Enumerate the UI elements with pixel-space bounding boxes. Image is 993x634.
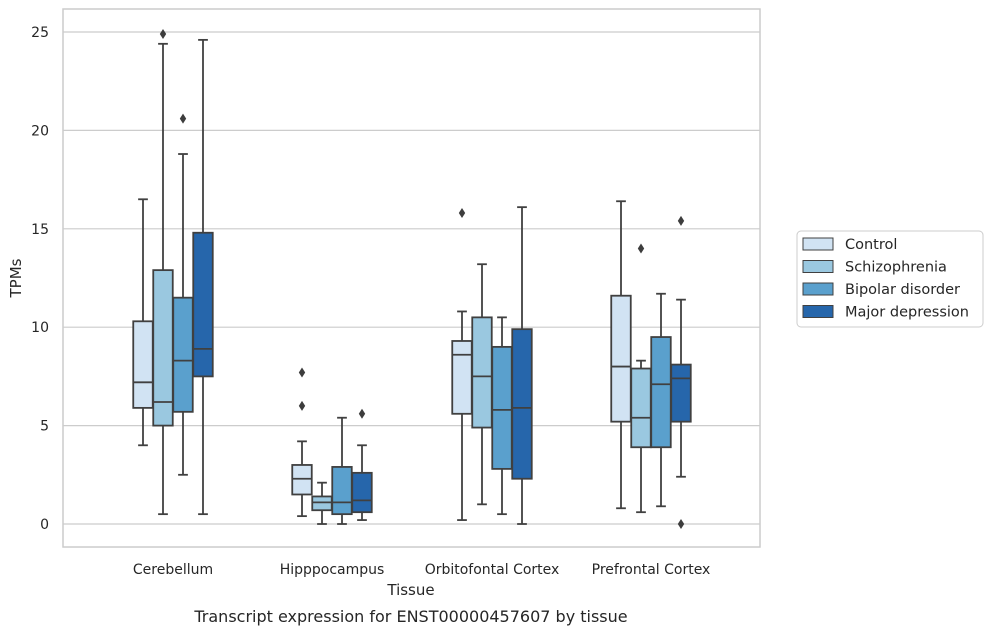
box-iqr <box>311 495 333 512</box>
y-axis-label: TPMs <box>7 258 25 298</box>
legend-swatch <box>802 260 834 273</box>
box-major-depression-prefrontal-cortex <box>670 215 692 529</box>
legend-swatch <box>802 282 834 296</box>
box-iqr <box>650 336 672 449</box>
outlier-point <box>458 208 466 219</box>
box-iqr <box>630 367 652 449</box>
series-schizophrenia <box>152 28 652 525</box>
outlier-point <box>637 243 645 254</box>
x-tick-labels: Cerebellum Hipppocampus Orbitofontal Corte… <box>133 562 710 578</box>
outlier-point <box>677 215 685 226</box>
chart-caption: Transcript expression for ENST0000045760… <box>193 607 627 626</box>
legend-frame <box>796 230 984 328</box>
box-iqr <box>670 363 692 423</box>
box-iqr <box>491 345 513 470</box>
box-iqr <box>610 294 632 423</box>
y-tick-label: 5 <box>40 419 49 435</box>
box-iqr <box>351 471 373 514</box>
plot-area <box>62 8 761 548</box>
legend-swatch <box>802 305 834 318</box>
x-tick-label: Hipppocampus <box>280 562 385 578</box>
outlier-point <box>358 408 366 419</box>
outlier-point <box>677 519 685 529</box>
y-tick-label: 25 <box>31 25 49 41</box>
box-control-hipppocampus <box>291 367 313 518</box>
legend-item-schizophrenia: Schizophrenia <box>802 260 947 276</box>
box-iqr <box>471 316 493 429</box>
x-tick-label: Cerebellum <box>133 562 213 578</box>
legend: Control Schizophrenia Bipolar disorder Majo… <box>796 230 984 328</box>
legend-item-bipolar-disorder: Bipolar disorder <box>802 282 960 298</box>
box-major-depression-cerebellum <box>192 38 214 516</box>
box-iqr <box>192 231 214 378</box>
series-control <box>132 198 632 521</box>
box-bipolar-disorder-hipppocampus <box>331 416 353 525</box>
legend-swatch <box>802 237 834 251</box>
legend-item-major-depression: Major depression <box>802 305 969 321</box>
outlier-point <box>159 28 167 39</box>
outlier-point <box>298 400 306 411</box>
box-major-depression-orbitofontal-cortex <box>511 206 533 525</box>
box-major-depression-hipppocampus <box>351 408 373 521</box>
legend-label: Major depression <box>845 305 969 321</box>
box-bipolar-disorder-orbitofontal-cortex <box>491 316 513 516</box>
legend-label: Control <box>845 237 897 253</box>
boxes-layer <box>132 28 692 529</box>
box-schizophrenia-orbitofontal-cortex <box>471 263 493 506</box>
x-axis-label: Tissue <box>386 581 434 599</box>
y-tick-label: 0 <box>40 517 49 533</box>
y-tick-labels: 0 5 10 15 20 25 <box>31 25 49 533</box>
legend-label: Schizophrenia <box>845 260 947 276</box>
box-iqr <box>331 466 353 516</box>
box-control-orbitofontal-cortex <box>451 208 473 521</box>
box-iqr <box>451 340 473 415</box>
x-tick-label: Orbitofontal Cortex <box>425 562 560 578</box>
box-iqr <box>132 320 154 409</box>
legend-item-control: Control <box>802 237 897 253</box>
legend-label: Bipolar disorder <box>845 282 960 298</box>
box-iqr <box>291 464 313 496</box>
x-tick-label: Prefrontal Cortex <box>592 562 711 578</box>
outlier-point <box>179 113 187 124</box>
outlier-point <box>298 367 306 378</box>
y-tick-label: 10 <box>31 320 49 336</box>
box-control-prefrontal-cortex <box>610 200 632 510</box>
box-iqr <box>172 296 194 413</box>
y-tick-label: 15 <box>31 222 49 238</box>
series-major-depression <box>192 38 692 529</box>
y-tick-label: 20 <box>31 123 49 139</box>
box-iqr <box>511 328 533 480</box>
